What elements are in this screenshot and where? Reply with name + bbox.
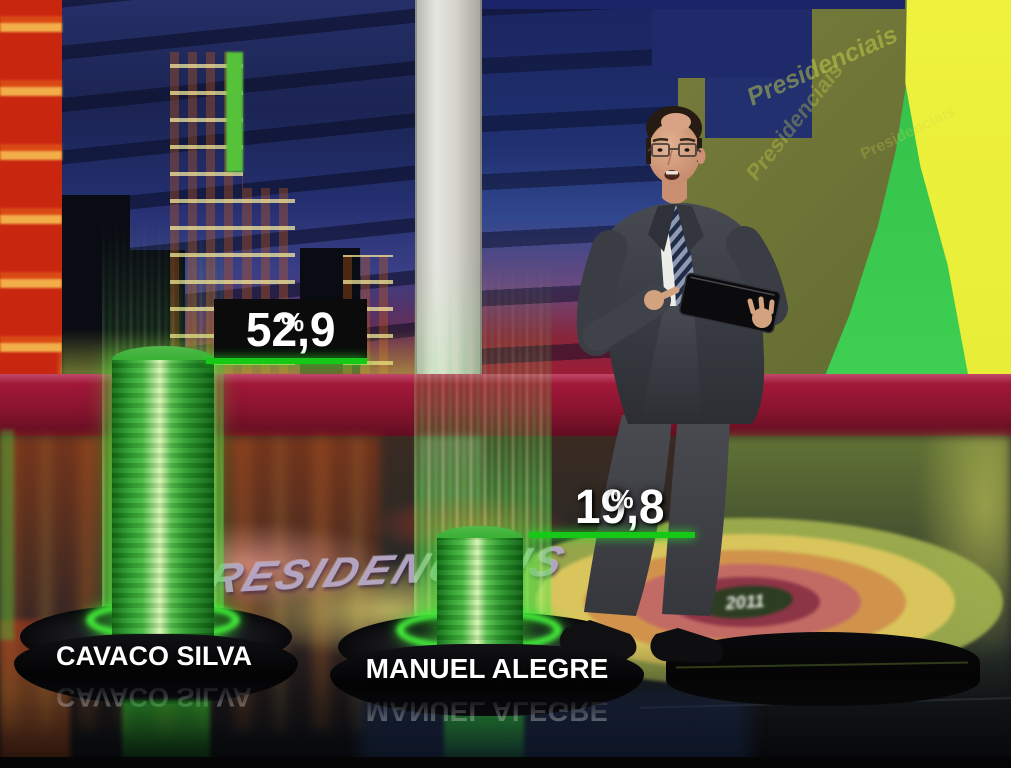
value-underline-alegre xyxy=(529,532,695,538)
empty-pedestal xyxy=(666,632,980,706)
value-underline-cavaco xyxy=(206,358,367,364)
candidate-nameplate-cavaco: CAVACO SILVA xyxy=(55,641,252,671)
cityscape-tower-green-edge xyxy=(226,52,243,172)
pedestal-band-alegre xyxy=(330,644,644,716)
letterbox-bottom-strip xyxy=(0,757,1011,768)
percent-sign: % xyxy=(280,307,305,337)
window-lights xyxy=(0,0,62,376)
candidate-nameplate-alegre: MANUEL ALEGRE xyxy=(365,653,609,684)
pedestal-band-cavaco xyxy=(14,634,298,704)
nameplate-reflection-alegre: MANUEL ALEGRE xyxy=(365,696,609,727)
screen-navy-shape xyxy=(652,0,812,78)
screen-navy-shape xyxy=(705,78,812,138)
value-label-alegre: 19,8 % xyxy=(534,478,706,536)
bar-floor-reflection-cavaco xyxy=(122,700,210,766)
value-cavaco: 52,9 xyxy=(245,304,336,357)
screen-navy-top-strip xyxy=(480,0,905,9)
video-wall-red-screen xyxy=(0,0,62,376)
green-reflection-edge xyxy=(0,430,14,640)
value-alegre: 19,8 xyxy=(575,481,665,534)
bar-cylinder-cavaco xyxy=(112,360,214,648)
percent-sign: % xyxy=(610,484,634,514)
bar-cylinder-alegre xyxy=(437,538,523,650)
value-label-cavaco: 52,9 % xyxy=(214,299,367,361)
